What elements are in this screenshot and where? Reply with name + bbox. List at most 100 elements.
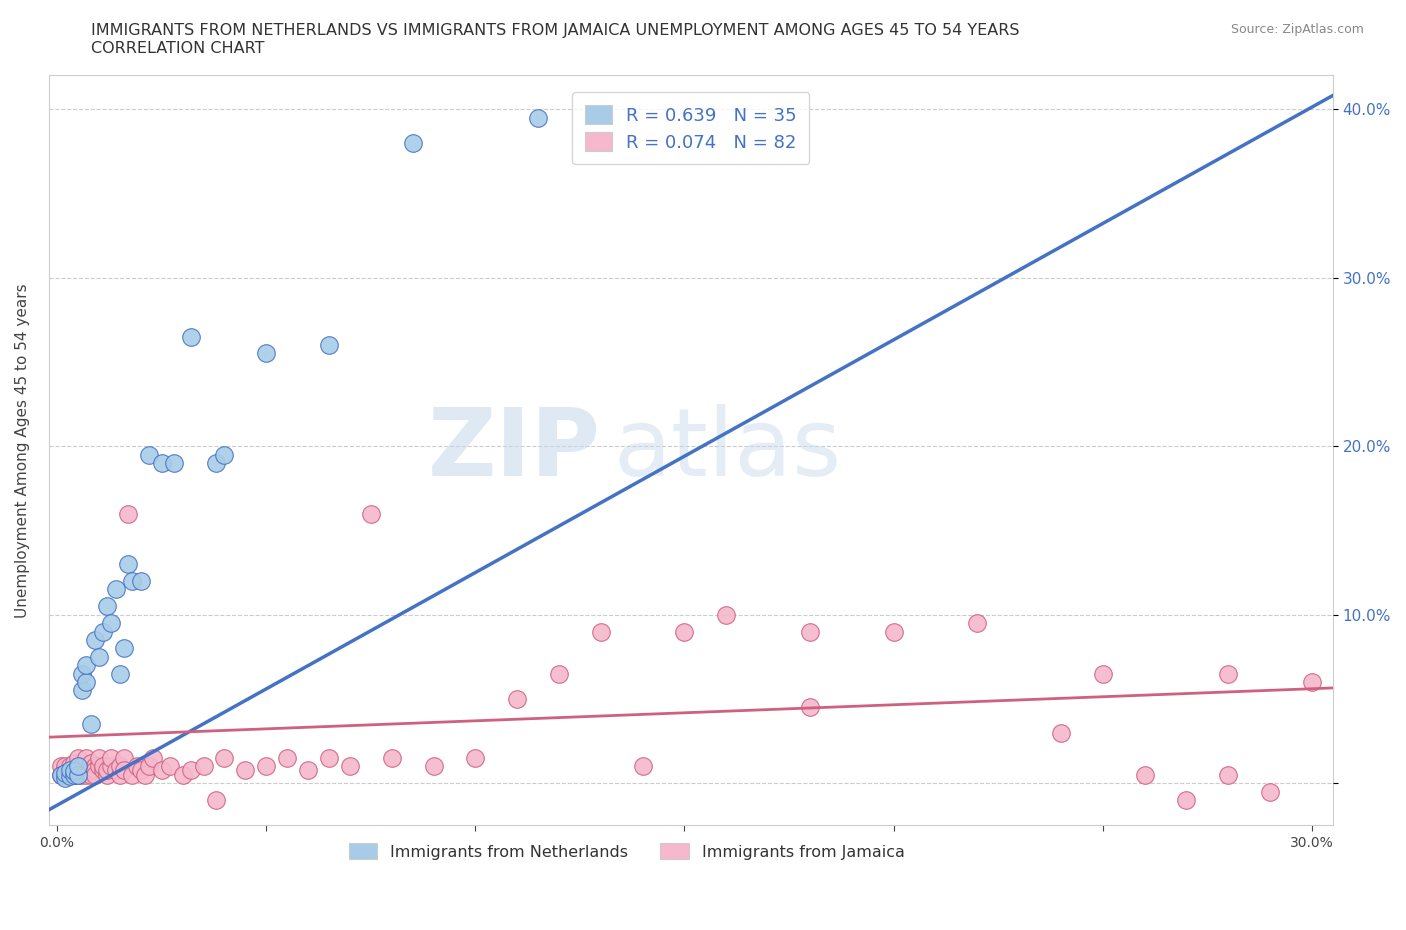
Point	[631, 759, 654, 774]
Point	[673, 624, 696, 639]
Point	[91, 763, 114, 777]
Point	[75, 767, 97, 782]
Point	[214, 447, 236, 462]
Point	[318, 751, 340, 765]
Point	[360, 506, 382, 521]
Point	[108, 759, 131, 774]
Point	[966, 616, 988, 631]
Point	[464, 751, 486, 765]
Point	[1175, 792, 1198, 807]
Point	[55, 765, 77, 780]
Point	[104, 763, 127, 777]
Y-axis label: Unemployment Among Ages 45 to 54 years: Unemployment Among Ages 45 to 54 years	[15, 283, 30, 618]
Point	[55, 763, 77, 777]
Point	[117, 506, 139, 521]
Point	[121, 767, 143, 782]
Point	[59, 767, 82, 782]
Point	[214, 751, 236, 765]
Point	[159, 759, 181, 774]
Point	[51, 767, 73, 782]
Point	[66, 767, 89, 782]
Point	[75, 674, 97, 689]
Point	[59, 759, 82, 774]
Point	[129, 763, 152, 777]
Legend: Immigrants from Netherlands, Immigrants from Jamaica: Immigrants from Netherlands, Immigrants …	[342, 837, 911, 866]
Point	[883, 624, 905, 639]
Point	[401, 136, 423, 151]
Point	[180, 329, 202, 344]
Point	[104, 582, 127, 597]
Point	[59, 763, 82, 777]
Point	[66, 759, 89, 774]
Text: Source: ZipAtlas.com: Source: ZipAtlas.com	[1230, 23, 1364, 36]
Point	[100, 751, 122, 765]
Point	[70, 759, 93, 774]
Point	[51, 759, 73, 774]
Point	[87, 751, 110, 765]
Point	[55, 759, 77, 774]
Point	[70, 763, 93, 777]
Point	[318, 338, 340, 352]
Point	[75, 759, 97, 774]
Point	[83, 759, 105, 774]
Point	[134, 767, 156, 782]
Point	[180, 763, 202, 777]
Point	[112, 641, 135, 656]
Point	[100, 616, 122, 631]
Point	[79, 763, 101, 777]
Point	[1301, 674, 1323, 689]
Point	[527, 110, 550, 125]
Point	[112, 763, 135, 777]
Point	[233, 763, 256, 777]
Point	[205, 456, 228, 471]
Point	[91, 624, 114, 639]
Point	[142, 751, 165, 765]
Point	[150, 456, 173, 471]
Point	[117, 557, 139, 572]
Point	[79, 717, 101, 732]
Point	[70, 683, 93, 698]
Point	[589, 624, 612, 639]
Point	[121, 574, 143, 589]
Point	[112, 751, 135, 765]
Point	[91, 759, 114, 774]
Point	[125, 759, 148, 774]
Point	[79, 767, 101, 782]
Point	[66, 751, 89, 765]
Point	[83, 632, 105, 647]
Point	[75, 751, 97, 765]
Point	[276, 751, 298, 765]
Point	[55, 767, 77, 782]
Point	[51, 767, 73, 782]
Point	[799, 624, 821, 639]
Point	[297, 763, 319, 777]
Point	[96, 763, 118, 777]
Point	[138, 759, 160, 774]
Point	[96, 767, 118, 782]
Point	[150, 763, 173, 777]
Point	[205, 792, 228, 807]
Point	[66, 767, 89, 782]
Point	[163, 456, 186, 471]
Point	[70, 666, 93, 681]
Point	[96, 599, 118, 614]
Point	[63, 767, 86, 782]
Text: CORRELATION CHART: CORRELATION CHART	[91, 41, 264, 56]
Point	[100, 759, 122, 774]
Point	[63, 763, 86, 777]
Point	[193, 759, 215, 774]
Point	[129, 574, 152, 589]
Point	[87, 759, 110, 774]
Point	[108, 767, 131, 782]
Point	[59, 769, 82, 784]
Point	[59, 763, 82, 777]
Point	[63, 767, 86, 782]
Text: IMMIGRANTS FROM NETHERLANDS VS IMMIGRANTS FROM JAMAICA UNEMPLOYMENT AMONG AGES 4: IMMIGRANTS FROM NETHERLANDS VS IMMIGRANT…	[91, 23, 1019, 38]
Point	[172, 767, 194, 782]
Point	[1133, 767, 1156, 782]
Point	[339, 759, 361, 774]
Text: atlas: atlas	[614, 405, 842, 497]
Point	[63, 764, 86, 778]
Point	[66, 759, 89, 774]
Point	[422, 759, 444, 774]
